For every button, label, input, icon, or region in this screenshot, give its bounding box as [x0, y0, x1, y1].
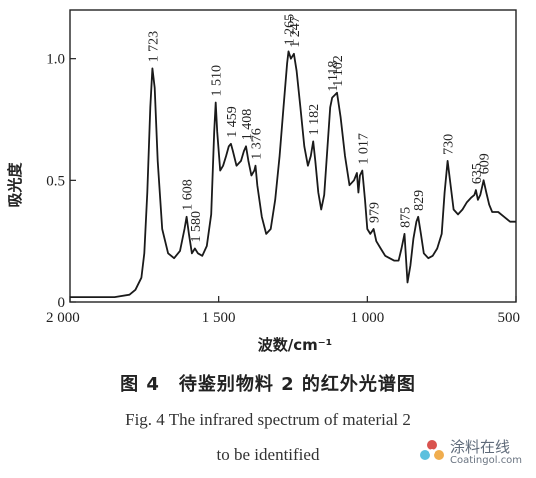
- y-tick-label: 0.5: [46, 173, 65, 189]
- watermark-chinese: 涂料在线: [450, 438, 511, 456]
- peak-label: 1 459: [225, 106, 240, 138]
- plot-axes: [69, 9, 517, 303]
- peak-label: 1 376: [250, 128, 265, 160]
- peak-label: 1 247: [288, 16, 303, 48]
- axis-ticks: 2 000 1 500 1 000 500 0 0.5 1.0: [46, 52, 520, 326]
- peak-label: 1 102: [331, 55, 346, 87]
- flower-logo-icon: [420, 440, 444, 460]
- x-tick-label: 500: [498, 310, 521, 326]
- x-axis-label: 波数/cm⁻¹: [258, 336, 333, 354]
- peak-label: 1 265: [282, 14, 297, 46]
- peak-label: 1 118: [326, 61, 341, 92]
- watermark: 涂料在线 Coatingol.com: [418, 436, 528, 470]
- spectrum-line: [70, 50, 516, 298]
- peak-label: 829: [412, 190, 427, 211]
- figure-caption-english-line-2: to be identified: [216, 445, 320, 464]
- peak-label: 1 182: [307, 104, 322, 136]
- watermark-english: Coatingol.com: [450, 455, 523, 466]
- x-tick-label: 1 000: [350, 310, 384, 326]
- peak-label: 1 017: [356, 133, 371, 165]
- x-tick-label: 2 000: [46, 310, 80, 326]
- peak-label: 1 510: [210, 65, 225, 97]
- peak-label: 609: [478, 153, 493, 174]
- figure-caption-chinese: 图 4 待鉴别物料 2 的红外光谱图: [120, 374, 416, 395]
- peak-label: 979: [368, 202, 383, 223]
- x-tick-label: 1 500: [202, 310, 236, 326]
- y-axis-label: 吸光度: [6, 162, 24, 208]
- peak-label: 875: [398, 207, 413, 228]
- y-tick-label: 1.0: [46, 52, 65, 68]
- peak-label: 1 723: [146, 31, 161, 63]
- peak-label: 1 608: [181, 179, 196, 211]
- figure-caption-english-line-1: Fig. 4 The infrared spectrum of material…: [125, 410, 411, 429]
- peak-label: 635: [470, 163, 485, 184]
- peak-label: 1 580: [189, 211, 204, 243]
- plot-frame: [69, 9, 517, 303]
- peak-label: 730: [442, 134, 457, 155]
- peak-label: 1 408: [240, 109, 255, 141]
- y-tick-label: 0: [58, 295, 66, 311]
